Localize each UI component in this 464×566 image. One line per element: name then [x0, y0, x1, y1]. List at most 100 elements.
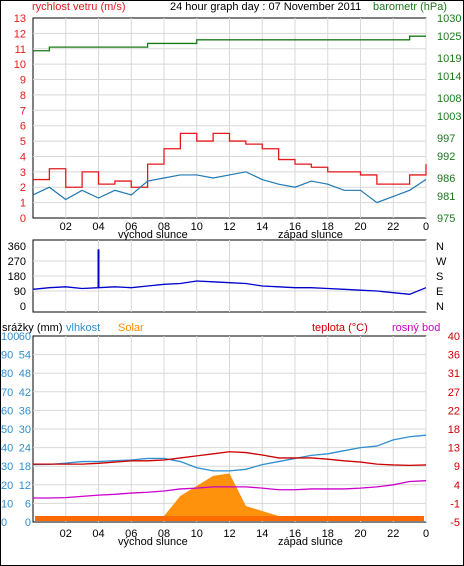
- rain-tick-label: 20: [1, 480, 13, 492]
- temperature-tick-label: 31: [448, 368, 460, 380]
- rain-tick-label: 50: [1, 424, 13, 436]
- wind-direction-series: [32, 280, 427, 295]
- pressure-tick-label: 1025: [437, 31, 461, 43]
- humidity-tick-label: 60: [19, 331, 31, 343]
- rain-tick-label: 30: [1, 461, 13, 473]
- temperature-tick-label: 13: [448, 443, 460, 455]
- sunrise-label-top: východ slunce: [118, 229, 188, 241]
- wind-tick-label: 12: [14, 28, 26, 40]
- temperature-tick-label: 4: [454, 480, 460, 492]
- x-tick-label: 08: [158, 221, 170, 233]
- x-tick-label: 0: [423, 221, 429, 233]
- wind-tick-label: 6: [20, 121, 26, 133]
- temperature-tick-label: -1: [450, 498, 460, 510]
- temperature-tick-label: 36: [448, 350, 460, 362]
- compass-tick-label: E: [436, 286, 443, 298]
- humidity-tick-label: 6: [25, 498, 31, 510]
- humidity-tick-label: 36: [19, 405, 31, 417]
- temperature-tick-label: 18: [448, 424, 460, 436]
- humidity-series: [32, 434, 427, 472]
- rain-tick-label: 100: [1, 331, 19, 343]
- rain-tick-label: 70: [1, 387, 13, 399]
- x-tick-label: 18: [322, 528, 334, 540]
- wind-tick-label: 8: [20, 90, 26, 102]
- x-tick-label: 12: [223, 528, 235, 540]
- wind-tick-label: 1: [20, 198, 26, 210]
- wind-tick-label: 10: [14, 59, 26, 71]
- pressure-tick-label: 975: [437, 213, 455, 225]
- temperature-tick-label: -5: [450, 517, 460, 529]
- temperature-tick-label: 22: [448, 405, 460, 417]
- wind-tick-label: 7: [20, 105, 26, 117]
- compass-tick-label: N: [436, 301, 444, 313]
- humidity-tick-label: 24: [19, 443, 31, 455]
- humidity-tick-label: 0: [25, 517, 31, 529]
- pressure-tick-label: 997: [437, 133, 455, 145]
- wind-tick-label: 9: [20, 75, 26, 87]
- humidity-tick-label: 12: [19, 480, 31, 492]
- pressure-tick-label: 981: [437, 191, 455, 203]
- pressure-series: [33, 35, 426, 52]
- x-tick-label: 14: [256, 221, 268, 233]
- wind-tick-label: 3: [20, 167, 26, 179]
- humidity-tick-label: 48: [19, 368, 31, 380]
- wind-tick-label: 5: [20, 136, 26, 148]
- rain-tick-label: 60: [1, 405, 13, 417]
- chart-title: 24 hour graph day : 07 November 2011: [170, 1, 361, 13]
- x-tick-label: 22: [387, 221, 399, 233]
- pressure-axis-title: barometr (hPa): [373, 1, 447, 13]
- pressure-tick-label: 1014: [437, 71, 461, 83]
- direction-tick-label: 360: [8, 241, 26, 253]
- dewpoint-series: [33, 480, 427, 499]
- temperature-tick-label: 40: [448, 331, 460, 343]
- wind-tick-label: 11: [15, 44, 26, 56]
- direction-tick-label: 0: [20, 301, 26, 313]
- temperature-series: [33, 451, 427, 467]
- temperature-tick-label: 27: [448, 387, 460, 399]
- x-tick-label: 10: [191, 221, 203, 233]
- rain-tick-label: 40: [1, 443, 13, 455]
- x-tick-label: 02: [60, 221, 72, 233]
- humidity-tick-label: 30: [19, 424, 31, 436]
- x-tick-label: 0: [423, 528, 429, 540]
- x-tick-label: 06: [125, 221, 137, 233]
- humidity-tick-label: 18: [19, 461, 31, 473]
- x-tick-label: 14: [256, 528, 268, 540]
- wind-speed-series: [32, 171, 427, 204]
- legend-rain: srážky (mm): [2, 322, 63, 334]
- x-tick-label: 04: [92, 221, 104, 233]
- x-tick-label: 02: [60, 528, 72, 540]
- rain-bar: [35, 516, 424, 521]
- rain-tick-label: 0: [1, 517, 7, 529]
- temperature-tick-label: 9: [454, 461, 460, 473]
- direction-tick-label: 90: [14, 286, 26, 298]
- pressure-tick-label: 986: [437, 173, 455, 185]
- wind-axis-title: rychlost vetru (m/s): [32, 1, 126, 13]
- direction-tick-label: 180: [8, 271, 26, 283]
- x-tick-label: 18: [322, 221, 334, 233]
- rain-tick-label: 80: [1, 368, 13, 380]
- x-tick-label: 08: [158, 528, 170, 540]
- x-tick-label: 22: [387, 528, 399, 540]
- sunset-label-top: západ slunce: [278, 229, 343, 241]
- rain-tick-label: 10: [1, 498, 13, 510]
- x-tick-label: 04: [92, 528, 104, 540]
- x-tick-label: 06: [125, 528, 137, 540]
- x-tick-label: 10: [191, 528, 203, 540]
- sunrise-label-bottom: východ slunce: [118, 536, 188, 548]
- solar-area: [33, 473, 426, 516]
- compass-tick-label: S: [436, 271, 443, 283]
- x-tick-label: 16: [289, 221, 301, 233]
- sunset-label-bottom: západ slunce: [278, 536, 343, 548]
- pressure-tick-label: 1008: [437, 93, 461, 105]
- wind-tick-label: 4: [20, 151, 26, 163]
- wind-tick-label: 0: [20, 213, 26, 225]
- pressure-tick-label: 992: [437, 151, 455, 163]
- wind-tick-label: 13: [14, 13, 26, 25]
- rain-tick-label: 90: [1, 350, 13, 362]
- pressure-tick-label: 1019: [437, 53, 461, 65]
- wind-tick-label: 2: [20, 182, 26, 194]
- legend-solar: Solar: [118, 322, 144, 334]
- legend-humidity: vlhkost: [66, 322, 100, 334]
